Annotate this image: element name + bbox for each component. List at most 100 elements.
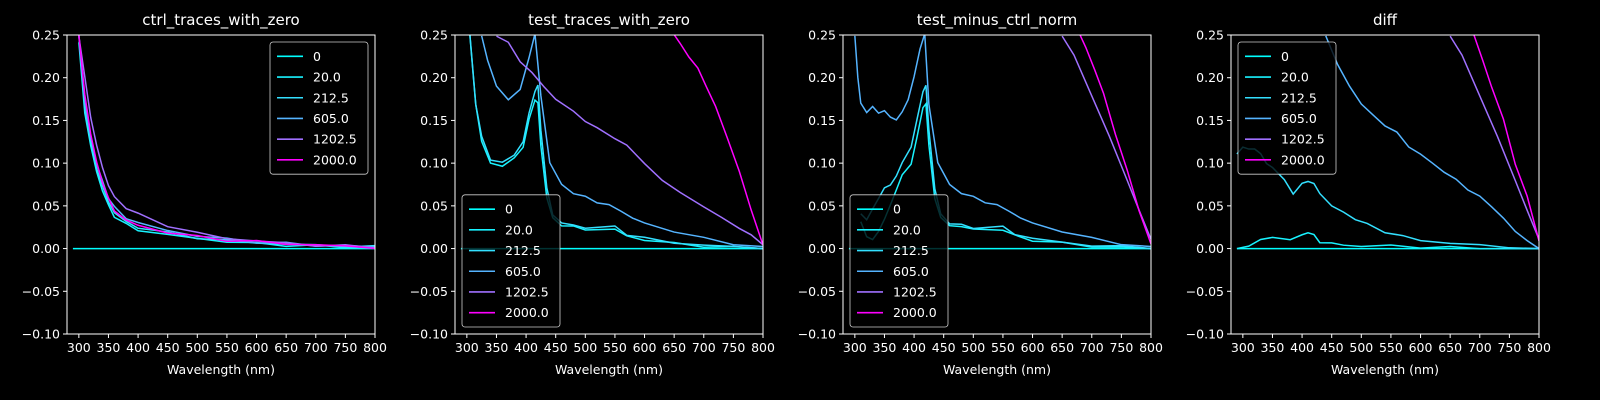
series-line-2000-0 — [78, 35, 375, 250]
x-tick-label: 650 — [274, 340, 298, 355]
y-tick-label: 0.05 — [420, 198, 448, 213]
series-line-20-0 — [1236, 231, 1539, 250]
y-tick-label: −0.05 — [410, 284, 448, 299]
legend: 0 20.0 212.5 605.0 1202.5 2000.0 — [1237, 41, 1337, 175]
y-tick-label: 0.15 — [32, 113, 60, 128]
y-tick-label: 0.20 — [420, 70, 448, 85]
x-tick-label: 600 — [245, 340, 269, 355]
x-tick-label: 750 — [1497, 340, 1521, 355]
legend-label: 605.0 — [893, 264, 929, 279]
legend-label: 1202.5 — [1281, 132, 1325, 147]
legend-box — [461, 194, 561, 328]
y-tick-label: 0.00 — [808, 241, 836, 256]
x-tick-label: 700 — [304, 340, 328, 355]
legend-label: 1202.5 — [313, 132, 357, 147]
y-tick-label: −0.10 — [1186, 327, 1224, 342]
y-tick-label: 0.05 — [808, 198, 836, 213]
series-line-2000-0 — [1473, 35, 1539, 242]
legend-label: 2000.0 — [1281, 152, 1325, 167]
x-tick-label: 650 — [1050, 340, 1074, 355]
y-tick-label: 0.20 — [32, 70, 60, 85]
y-tick-label: 0.20 — [808, 70, 836, 85]
legend: 0 20.0 212.5 605.0 1202.5 2000.0 — [461, 194, 561, 328]
x-tick-label: 650 — [662, 340, 686, 355]
x-tick-label: 450 — [544, 340, 568, 355]
x-tick-label: 600 — [633, 340, 657, 355]
chart-panel-1: ctrl_traces_with_zero 300 350 400 450 500 550 6… — [22, 11, 387, 377]
x-tick-label: 500 — [185, 340, 209, 355]
legend: 0 20.0 212.5 605.0 1202.5 2000.0 — [849, 194, 949, 328]
x-tick-label: 550 — [1379, 340, 1403, 355]
axes-frame — [1230, 34, 1540, 335]
chart-panel-3: test_minus_ctrl_norm 300 350 400 450 500 550 60… — [798, 11, 1163, 377]
y-tick-label: 0.25 — [420, 28, 448, 43]
x-tick-label: 800 — [751, 340, 775, 355]
x-tick-label: 350 — [1261, 340, 1285, 355]
y-tick-label: 0.10 — [1196, 156, 1224, 171]
x-tick-label: 350 — [97, 340, 121, 355]
series-line-2000-0 — [673, 35, 763, 246]
y-tick-label: −0.10 — [798, 327, 836, 342]
legend-label: 0 — [505, 202, 513, 217]
series-line-20-0 — [78, 42, 375, 249]
series-line-2000-0 — [1079, 35, 1151, 245]
legend-label: 0 — [1281, 49, 1289, 64]
legend-label: 2000.0 — [505, 305, 549, 320]
y-tick-label: 0.00 — [1196, 241, 1224, 256]
y-tick-label: 0.25 — [1196, 28, 1224, 43]
y-tick-label: 0.25 — [32, 28, 60, 43]
x-tick-label: 450 — [1320, 340, 1344, 355]
chart-panel-2: test_traces_with_zero 300 350 400 450 500 550 6… — [410, 11, 775, 377]
x-tick-label: 300 — [843, 340, 867, 355]
chart-title: test_minus_ctrl_norm — [917, 11, 1078, 30]
x-tick-label: 550 — [991, 340, 1015, 355]
legend-label: 20.0 — [1281, 70, 1309, 85]
x-tick-label: 300 — [1231, 340, 1255, 355]
x-axis-label: Wavelength (nm) — [167, 362, 275, 377]
y-tick-label: −0.10 — [22, 327, 60, 342]
x-tick-label: 700 — [692, 340, 716, 355]
y-tick-label: 0.05 — [32, 198, 60, 213]
x-tick-label: 800 — [1527, 340, 1551, 355]
legend-label: 1202.5 — [505, 284, 549, 299]
x-tick-label: 450 — [932, 340, 956, 355]
x-tick-label: 400 — [902, 340, 926, 355]
x-tick-label: 350 — [873, 340, 897, 355]
series-line-605-0 — [1325, 35, 1539, 250]
x-tick-label: 550 — [215, 340, 239, 355]
x-tick-label: 400 — [1290, 340, 1314, 355]
chart-title: test_traces_with_zero — [528, 11, 690, 30]
x-tick-label: 550 — [603, 340, 627, 355]
axes-frame — [842, 34, 1152, 335]
legend-label: 0 — [313, 49, 321, 64]
x-tick-label: 400 — [514, 340, 538, 355]
x-axis-label: Wavelength (nm) — [1331, 362, 1439, 377]
x-tick-label: 750 — [1109, 340, 1133, 355]
legend-label: 212.5 — [313, 90, 349, 105]
series-line-605-0 — [480, 35, 763, 248]
legend-label: 20.0 — [313, 70, 341, 85]
series-line-1202-5 — [496, 35, 763, 246]
y-tick-label: −0.05 — [22, 284, 60, 299]
y-tick-label: 0.05 — [1196, 198, 1224, 213]
legend-label: 212.5 — [505, 243, 541, 258]
legend-label: 605.0 — [1281, 111, 1317, 126]
axes-frame — [454, 34, 764, 335]
x-tick-label: 700 — [1468, 340, 1492, 355]
axes-frame — [66, 34, 376, 335]
legend-label: 20.0 — [893, 222, 921, 237]
legend-label: 1202.5 — [893, 284, 937, 299]
series-line-605-0 — [854, 35, 1151, 248]
x-tick-label: 300 — [455, 340, 479, 355]
x-tick-label: 300 — [67, 340, 91, 355]
y-tick-label: 0.10 — [32, 156, 60, 171]
legend-label: 605.0 — [505, 264, 541, 279]
x-tick-label: 450 — [156, 340, 180, 355]
x-axis-label: Wavelength (nm) — [555, 362, 663, 377]
legend-box — [269, 41, 369, 175]
x-tick-label: 800 — [1139, 340, 1163, 355]
series-line-212-5 — [469, 35, 763, 250]
legend-label: 0 — [893, 202, 901, 217]
x-tick-label: 400 — [126, 340, 150, 355]
